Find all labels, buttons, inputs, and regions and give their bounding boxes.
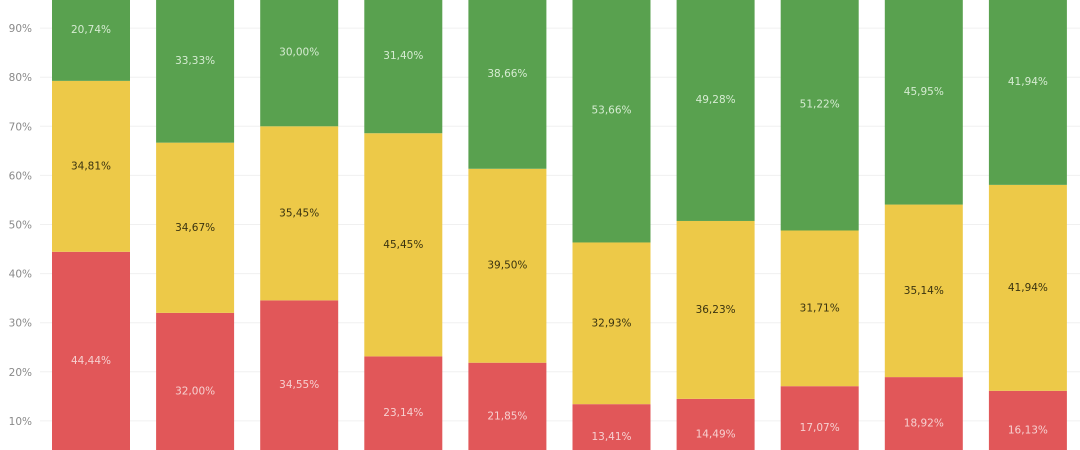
- data-label: 38,66%: [487, 68, 527, 80]
- bar-5[interactable]: 21,85% 39,50% 38,66%: [468, 0, 547, 450]
- data-label: 34,55%: [279, 379, 319, 391]
- data-label: 41,94%: [1008, 76, 1048, 88]
- data-label: 21,85%: [487, 410, 527, 422]
- data-label: 49,28%: [696, 94, 736, 106]
- data-label: 16,13%: [1008, 424, 1048, 436]
- bar-segment[interactable]: [988, 0, 1067, 185]
- bar-2[interactable]: 32,00% 34,67% 33,33%: [156, 0, 235, 450]
- bar-segment[interactable]: [988, 184, 1067, 391]
- data-label: 34,81%: [71, 160, 111, 172]
- data-label: 30,00%: [279, 47, 319, 59]
- data-label: 31,71%: [800, 302, 840, 314]
- bar-segment[interactable]: [52, 251, 130, 450]
- data-label: 39,50%: [487, 260, 527, 272]
- data-label: 31,40%: [383, 50, 423, 62]
- data-label: 51,22%: [800, 99, 840, 111]
- bar-10[interactable]: 16,13% 41,94% 41,94%: [988, 0, 1067, 450]
- bar-7[interactable]: 14,49% 36,23% 49,28%: [676, 0, 755, 450]
- data-label: 32,00%: [175, 385, 215, 397]
- data-label: 44,44%: [71, 355, 111, 367]
- bar-segment[interactable]: [260, 0, 339, 127]
- data-label: 17,07%: [800, 422, 840, 434]
- data-label: 35,14%: [904, 285, 944, 297]
- bar-segment[interactable]: [468, 362, 547, 450]
- y-tick-label: 80%: [9, 72, 32, 84]
- data-label: 23,14%: [383, 407, 423, 419]
- bar-segment[interactable]: [156, 142, 235, 313]
- data-label: 41,94%: [1008, 282, 1048, 294]
- bar-4[interactable]: 23,14% 45,45% 31,40%: [364, 0, 443, 450]
- bar-segment[interactable]: [676, 220, 755, 399]
- y-tick-label: 50%: [9, 220, 32, 232]
- data-label: 53,66%: [591, 105, 631, 117]
- bar-segment[interactable]: [780, 0, 859, 231]
- bars: 44,44% 34,81% 20,74% 32,00% 34,67% 33,33% 34,5…: [52, 0, 1067, 450]
- y-tick-label: 30%: [9, 318, 32, 330]
- y-tick-label: 10%: [9, 416, 32, 428]
- y-axis: 10% 20% 30% 40% 50% 60% 70% 80% 90%: [9, 23, 32, 428]
- bar-segment[interactable]: [260, 126, 339, 301]
- bar-segment[interactable]: [780, 230, 859, 387]
- y-tick-label: 70%: [9, 121, 32, 133]
- bar-1[interactable]: 44,44% 34,81% 20,74%: [52, 0, 130, 450]
- y-tick-label: 60%: [9, 170, 32, 182]
- y-tick-label: 40%: [9, 269, 32, 281]
- bar-segment[interactable]: [988, 390, 1067, 450]
- y-tick-label: 20%: [9, 367, 32, 379]
- data-label: 13,41%: [591, 431, 631, 443]
- bar-segment[interactable]: [364, 133, 443, 357]
- bar-segment[interactable]: [676, 0, 755, 221]
- data-label: 20,74%: [71, 24, 111, 36]
- bar-8[interactable]: 17,07% 31,71% 51,22%: [780, 0, 859, 450]
- bar-segment[interactable]: [156, 312, 235, 450]
- bar-segment[interactable]: [572, 0, 651, 243]
- data-label: 14,49%: [696, 428, 736, 440]
- bar-segment[interactable]: [884, 377, 963, 450]
- data-label: 45,95%: [904, 86, 944, 98]
- data-label: 35,45%: [279, 207, 319, 219]
- bar-segment[interactable]: [52, 0, 130, 81]
- bar-segment[interactable]: [52, 80, 130, 252]
- bar-9[interactable]: 18,92% 35,14% 45,95%: [884, 0, 963, 450]
- bar-segment[interactable]: [884, 0, 963, 205]
- data-label: 33,33%: [175, 55, 215, 67]
- bar-segment[interactable]: [468, 0, 547, 169]
- bar-segment[interactable]: [468, 168, 547, 363]
- bar-segment[interactable]: [364, 356, 443, 450]
- bar-3[interactable]: 34,55% 35,45% 30,00%: [260, 0, 339, 450]
- bar-segment[interactable]: [572, 404, 651, 450]
- data-label: 36,23%: [696, 304, 736, 316]
- bar-segment[interactable]: [884, 204, 963, 378]
- data-label: 18,92%: [904, 418, 944, 430]
- bar-segment[interactable]: [364, 0, 443, 134]
- data-label: 34,67%: [175, 222, 215, 234]
- bar-segment[interactable]: [156, 0, 235, 143]
- bar-segment[interactable]: [676, 398, 755, 450]
- y-tick-label: 90%: [9, 23, 32, 35]
- data-label: 32,93%: [591, 317, 631, 329]
- bar-segment[interactable]: [780, 386, 859, 450]
- bar-segment[interactable]: [260, 300, 339, 450]
- bar-6[interactable]: 13,41% 32,93% 53,66%: [572, 0, 651, 450]
- data-label: 45,45%: [383, 239, 423, 251]
- bar-segment[interactable]: [572, 242, 651, 405]
